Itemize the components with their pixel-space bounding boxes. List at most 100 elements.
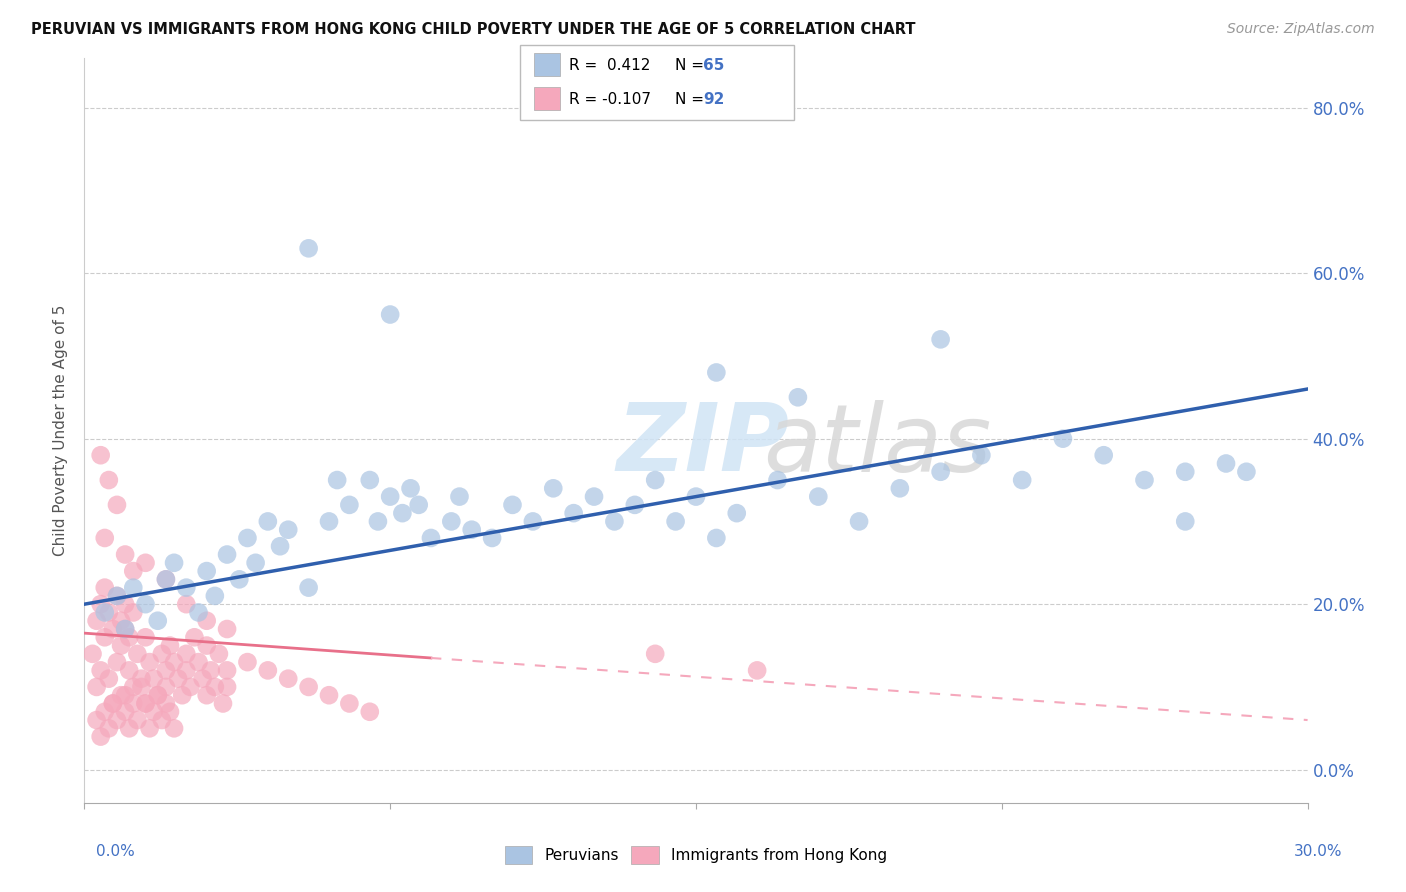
Point — [706, 531, 728, 545]
Text: N =: N = — [675, 58, 709, 72]
Point — [644, 473, 666, 487]
Point — [93, 581, 115, 595]
Point — [90, 597, 112, 611]
Point — [562, 506, 585, 520]
Point — [114, 548, 136, 562]
Point — [195, 614, 218, 628]
Point — [150, 713, 173, 727]
Point — [236, 531, 259, 545]
Point — [747, 664, 769, 678]
Point — [150, 647, 173, 661]
Point — [114, 705, 136, 719]
Text: atlas: atlas — [763, 400, 991, 491]
Point — [318, 688, 340, 702]
Point — [105, 498, 128, 512]
Point — [187, 655, 209, 669]
Point — [174, 664, 197, 678]
Point — [114, 622, 136, 636]
Point — [1052, 432, 1074, 446]
Point — [90, 448, 112, 462]
Text: N =: N = — [675, 92, 709, 106]
Legend: Peruvians, Immigrants from Hong Kong: Peruvians, Immigrants from Hong Kong — [499, 839, 893, 870]
Point — [298, 241, 321, 255]
Point — [204, 589, 226, 603]
Point — [245, 556, 267, 570]
Point — [146, 688, 169, 702]
Point — [105, 713, 128, 727]
Point — [159, 639, 181, 653]
Point — [135, 556, 157, 570]
Point — [167, 672, 190, 686]
Point — [339, 498, 361, 512]
Point — [1215, 457, 1237, 471]
Point — [135, 597, 157, 611]
Point — [217, 680, 239, 694]
Point — [135, 697, 157, 711]
Point — [122, 697, 145, 711]
Point — [766, 473, 789, 487]
Point — [380, 308, 402, 322]
Point — [93, 630, 115, 644]
Point — [93, 531, 115, 545]
Point — [163, 655, 186, 669]
Point — [163, 556, 186, 570]
Point — [685, 490, 707, 504]
Point — [122, 680, 145, 694]
Point — [359, 705, 381, 719]
Point — [889, 481, 911, 495]
Text: 65: 65 — [703, 58, 724, 72]
Point — [583, 490, 606, 504]
Point — [101, 697, 124, 711]
Point — [725, 506, 748, 520]
Point — [236, 655, 259, 669]
Point — [298, 680, 321, 694]
Point — [339, 697, 361, 711]
Point — [86, 614, 108, 628]
Point — [105, 589, 128, 603]
Point — [101, 697, 124, 711]
Point — [970, 448, 993, 462]
Point — [86, 680, 108, 694]
Point — [155, 573, 177, 587]
Point — [269, 539, 291, 553]
Point — [97, 473, 120, 487]
Text: 0.0%: 0.0% — [96, 845, 135, 859]
Point — [142, 672, 165, 686]
Point — [208, 647, 231, 661]
Text: 92: 92 — [703, 92, 724, 106]
Point — [929, 332, 952, 346]
Point — [807, 490, 830, 504]
Point — [644, 647, 666, 661]
Point — [665, 515, 688, 529]
Point — [195, 688, 218, 702]
Point — [200, 664, 222, 678]
Point — [461, 523, 484, 537]
Point — [146, 614, 169, 628]
Point — [217, 664, 239, 678]
Text: R = -0.107: R = -0.107 — [569, 92, 651, 106]
Point — [449, 490, 471, 504]
Point — [114, 688, 136, 702]
Point — [481, 531, 503, 545]
Point — [110, 639, 132, 653]
Point — [122, 606, 145, 620]
Point — [155, 697, 177, 711]
Point — [624, 498, 647, 512]
Point — [135, 630, 157, 644]
Point — [195, 564, 218, 578]
Point — [420, 531, 443, 545]
Point — [204, 680, 226, 694]
Point — [174, 581, 197, 595]
Point — [155, 680, 177, 694]
Point — [163, 721, 186, 735]
Point — [929, 465, 952, 479]
Point — [1133, 473, 1156, 487]
Point — [142, 705, 165, 719]
Point — [159, 705, 181, 719]
Point — [603, 515, 626, 529]
Point — [787, 390, 810, 404]
Point — [277, 672, 299, 686]
Point — [146, 688, 169, 702]
Text: ZIP: ZIP — [616, 400, 789, 491]
Point — [1092, 448, 1115, 462]
